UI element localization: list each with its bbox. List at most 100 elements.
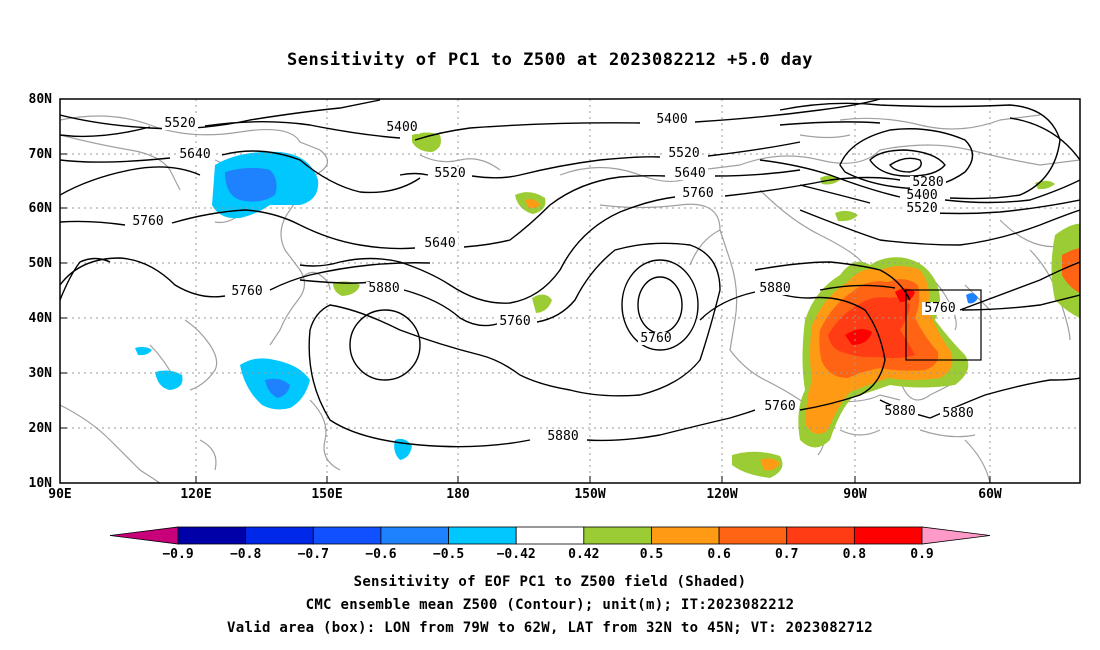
colorbar-swatch (515, 526, 585, 545)
colorbar-swatch (651, 526, 720, 545)
colorbar-swatch (583, 526, 652, 545)
contour-label-bg (666, 147, 702, 160)
colorbar-max-triangle (921, 526, 991, 545)
valid-area-box (905, 289, 982, 361)
contour-label-bg (422, 237, 458, 250)
lon-label: 120W (706, 487, 737, 502)
colorbar-label: −0.8 (230, 547, 261, 562)
caption-shading: Sensitivity of EOF PC1 to Z500 field (Sh… (353, 574, 747, 590)
colorbar-label: 0.5 (640, 547, 663, 562)
contour-label: 5400 (386, 120, 417, 135)
contour-label: 5880 (884, 404, 915, 419)
contour-label-bg (497, 315, 533, 328)
colorbar-label: −0.5 (433, 547, 464, 562)
colorbar-label: 0.7 (775, 547, 798, 562)
contour-label: 5520 (668, 146, 699, 161)
lon-label: 90E (48, 487, 71, 502)
lat-label: 80N (29, 92, 53, 107)
contour-label: 5760 (924, 301, 955, 316)
contour-label: 5640 (179, 147, 210, 162)
axis-ticks (59, 98, 991, 484)
colorbar-label: −0.42 (497, 547, 536, 562)
contour-label-bg (638, 332, 674, 345)
contour-label: 5760 (682, 186, 713, 201)
contour-label-bg (130, 215, 166, 228)
contour-label: 5280 (912, 175, 943, 190)
lon-label: 150W (574, 487, 605, 502)
contour-label-bg (904, 189, 940, 202)
contour-label-bg (654, 113, 690, 126)
negative-sensitivity-shading (135, 151, 978, 460)
contour-label-bg (229, 285, 265, 298)
colorbar-swatch (312, 526, 382, 545)
colorbar-min-triangle (109, 526, 179, 545)
plot-frame (59, 98, 1081, 484)
contour-label-bg (366, 282, 402, 295)
contour-label: 5880 (942, 406, 973, 421)
colorbar-label: −0.7 (298, 547, 329, 562)
contour-label-bg (672, 167, 708, 180)
contour-label-bg (545, 430, 581, 443)
lon-label: 150E (311, 487, 342, 502)
z500-contours (60, 99, 1080, 448)
gridlines (60, 99, 1080, 483)
colorbar-swatch (853, 526, 923, 545)
contour-label: 5760 (764, 399, 795, 414)
contour-label: 5640 (424, 236, 455, 251)
colorbar-swatch (177, 526, 247, 545)
colorbar-label: 0.8 (843, 547, 867, 562)
colorbar-swatch (380, 526, 449, 545)
lat-label: 10N (29, 476, 53, 491)
caption-valid-area: Valid area (box): LON from 79W to 62W, L… (227, 620, 873, 636)
lat-label: 50N (29, 256, 53, 271)
contour-label: 5760 (231, 284, 262, 299)
contour-label-bg (432, 167, 468, 180)
map-title: Sensitivity of PC1 to Z500 at 2023082212… (286, 50, 813, 70)
lon-label: 60W (978, 487, 1002, 502)
lon-label: 180 (446, 487, 470, 502)
colorbar-label: 0.6 (707, 547, 731, 562)
contour-label: 5760 (640, 331, 671, 346)
colorbar-label: 0.9 (910, 547, 933, 562)
colorbar-label: −0.9 (162, 547, 193, 562)
contour-label: 5880 (547, 429, 578, 444)
colorbar-swatch (245, 526, 314, 545)
contour-label-bg (904, 202, 940, 215)
colorbar-label: −0.6 (365, 547, 396, 562)
colorbar: −0.9 −0.8 −0.7 −0.6 −0.5 −0.42 0.42 0.5 0.6 0.7 0.… (109, 526, 991, 562)
contour-label: 5520 (434, 166, 465, 181)
contour-label: 5640 (674, 166, 705, 181)
contour-label-bg (762, 400, 798, 413)
lat-label: 70N (29, 147, 53, 162)
longitude-labels: 90E 120E 150E 180 150W 120W 90W 60W (48, 487, 1002, 502)
contour-label-bg (922, 302, 958, 315)
lon-label: 90W (843, 487, 867, 502)
contour-label: 5880 (759, 281, 790, 296)
contour-label-bg (940, 407, 976, 420)
contour-label: 5400 (656, 112, 687, 127)
colorbar-swatch (448, 526, 517, 545)
lat-label: 60N (29, 201, 53, 216)
contour-label: 5520 (906, 201, 937, 216)
contour-label: 5520 (164, 116, 195, 131)
colorbar-swatch (786, 526, 855, 545)
lat-label: 30N (29, 366, 53, 381)
contour-label-bg (680, 187, 716, 200)
lat-label: 20N (29, 421, 53, 436)
lon-label: 120E (180, 487, 211, 502)
contour-label: 5880 (368, 281, 399, 296)
contour-label-bg (757, 282, 793, 295)
lat-label: 40N (29, 311, 53, 326)
contour-labels: 5520564057605760540055205640576058805760… (130, 112, 976, 444)
contour-label: 5760 (132, 214, 163, 229)
latitude-labels: 80N 70N 60N 50N 40N 30N 20N 10N (29, 92, 53, 491)
contour-label-bg (162, 117, 198, 130)
contour-label-bg (384, 121, 420, 134)
caption-contour: CMC ensemble mean Z500 (Contour); unit(m… (305, 597, 795, 613)
contour-label-bg (882, 405, 918, 418)
colorbar-swatch (718, 526, 788, 545)
contour-label: 5400 (906, 188, 937, 203)
contour-label-bg (910, 176, 946, 189)
contour-label-bg (177, 148, 213, 161)
